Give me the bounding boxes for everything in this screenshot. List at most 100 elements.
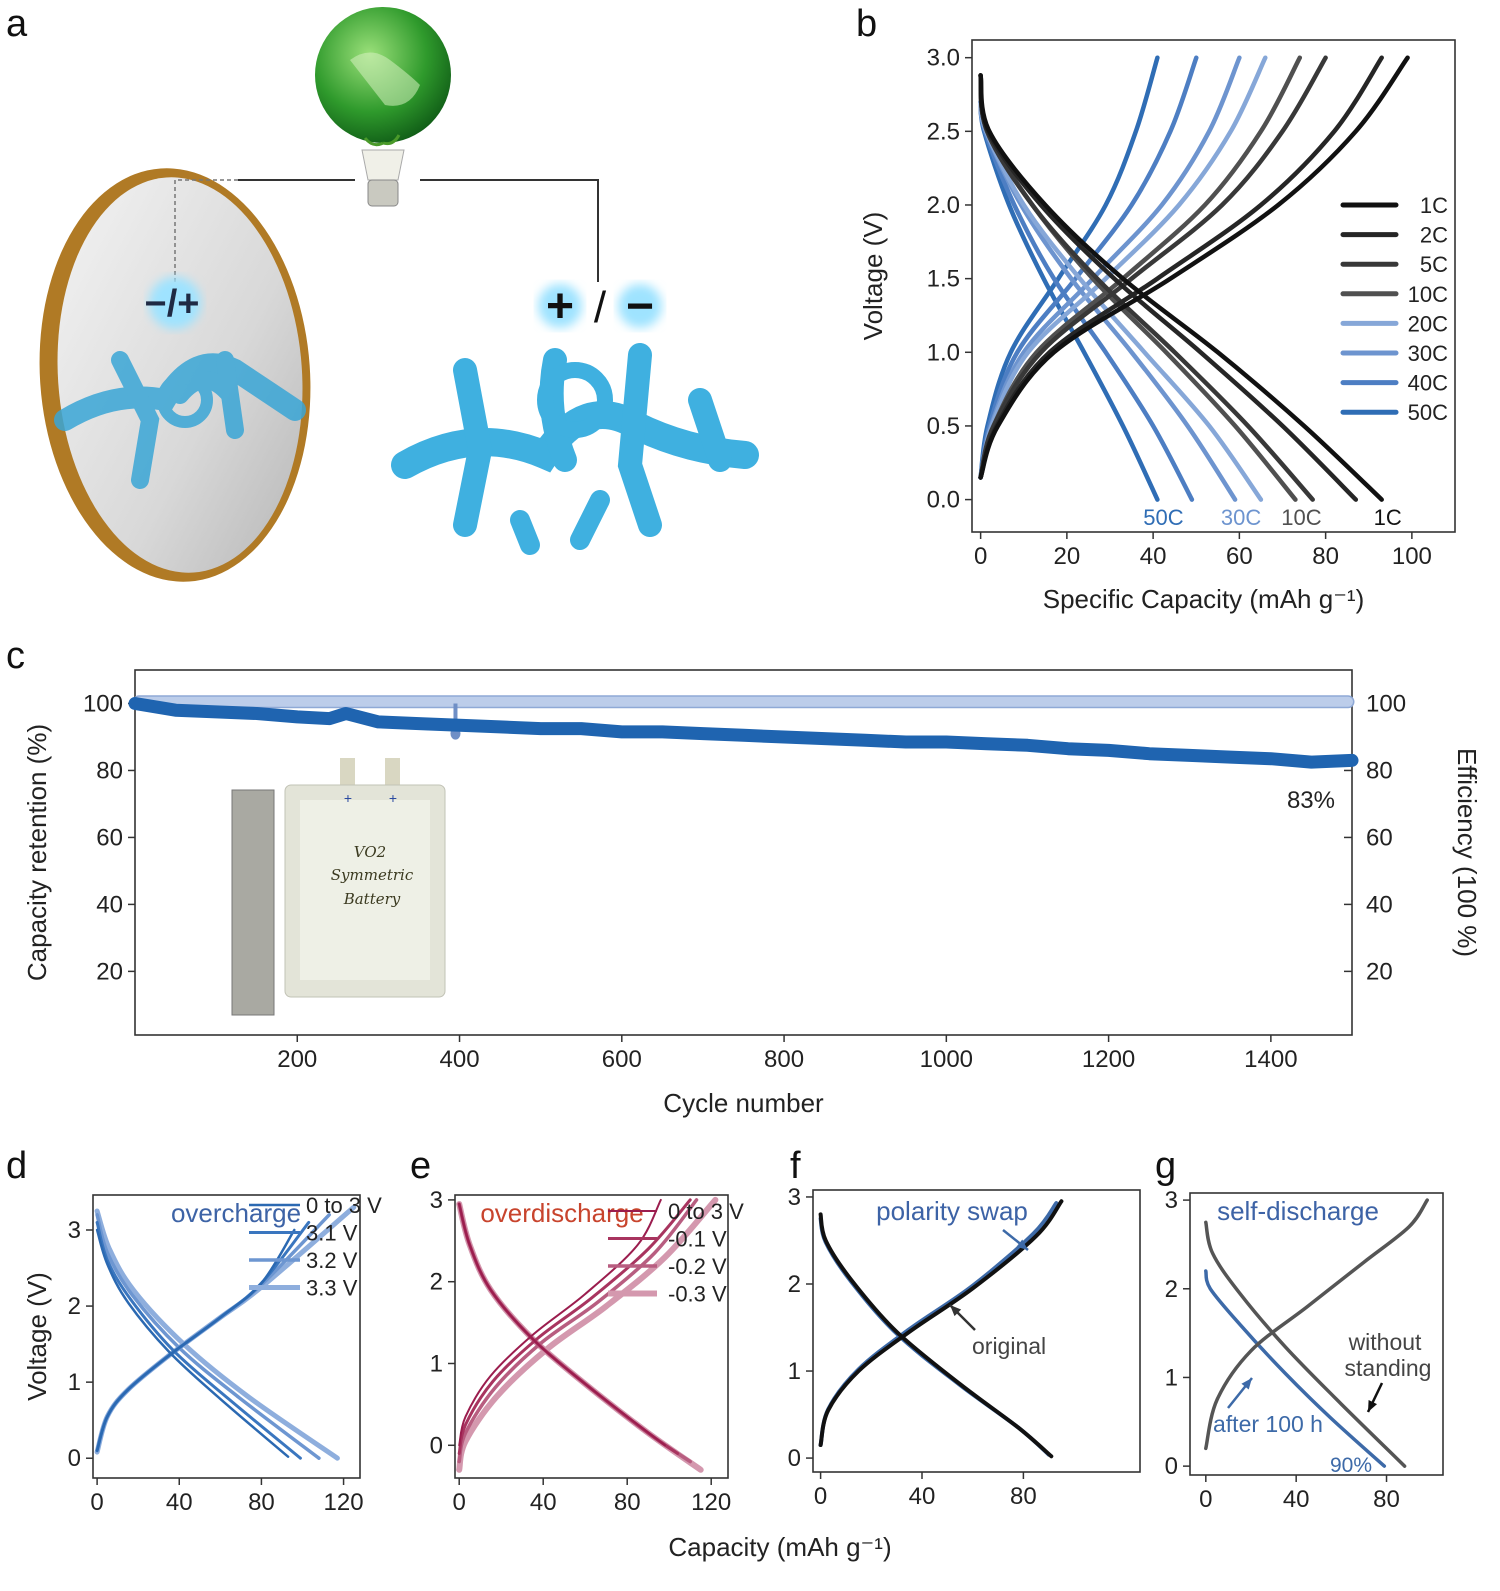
x-tick-label: 40 (909, 1483, 936, 1510)
wire-right (420, 179, 599, 282)
plot-frame-f (812, 1189, 1141, 1473)
y-tick-label: 3.0 (927, 45, 960, 72)
y-tick-label: 80 (96, 757, 123, 784)
discharge-curve-3.2-V (95, 1213, 321, 1460)
axes-b: 0 20 40 60 80 100 0.0 0.5 1.0 1.5 2.0 2.5 3.0 Specifi… (858, 39, 1456, 614)
photo-text-battery: Battery (343, 890, 401, 908)
legend-label-30C: 30C (1408, 341, 1448, 366)
y-tick-label: 1 (1165, 1364, 1178, 1391)
porous-structure-reflection (54, 351, 306, 489)
right-y-tick-label: 40 (1366, 891, 1393, 918)
ruler (231, 789, 275, 1016)
mirror-polarity-sign: −/+ (145, 283, 200, 325)
x-tick-label: 0 (453, 1489, 466, 1516)
charge-curve-3.2-V (95, 1213, 331, 1453)
porous-structure (391, 343, 759, 555)
charge-curve-polarity-swap (818, 1201, 1059, 1447)
tab-label-left: + (344, 790, 352, 806)
charge-curve--0.1-V (457, 1198, 692, 1455)
axes-f: 0 40 80 0 1 2 3 polarity swap original (788, 1184, 1141, 1510)
light-bulb-icon (361, 149, 405, 181)
sprout-icon (363, 134, 401, 147)
slash-sign: / (594, 283, 607, 332)
y-tick-label: 1.5 (927, 266, 960, 293)
discharge-curve-0-to-3-V (95, 1228, 290, 1458)
charge-curve--0.2-V (457, 1198, 699, 1464)
panel-letter-c: c (6, 635, 25, 677)
y-tick-label: 2.5 (927, 118, 960, 145)
y-axis-label-left: Capacity retention (%) (22, 724, 52, 981)
x-tick-label: 1000 (920, 1046, 973, 1073)
glow (538, 284, 582, 328)
y-tick-label: 3 (788, 1184, 801, 1211)
y-axis-label: Voltage (V) (858, 212, 888, 341)
curve-label-50C: 50C (1143, 505, 1183, 530)
x-tick-label: 40 (1140, 543, 1167, 570)
panel-letter-b: b (856, 3, 877, 45)
panel-title-g: self-discharge (1217, 1196, 1379, 1226)
y-tick-label: 0 (68, 1445, 81, 1472)
right-y-tick-label: 60 (1366, 824, 1393, 851)
retention-annotation: 83% (1287, 787, 1335, 814)
y-axis-label-right: Efficiency (100 %) (1452, 748, 1482, 957)
glow (149, 277, 201, 329)
panel-letter-g: g (1155, 1145, 1176, 1187)
legend-label-40C: 40C (1408, 371, 1448, 396)
capacity-retention-series (128, 697, 1359, 769)
photo-text-symmetric: Symmetric (331, 866, 414, 884)
x-tick-label: 100 (1392, 543, 1432, 570)
legend-label: 0 to 3 V (306, 1193, 382, 1218)
charge-curve-original (818, 1199, 1064, 1447)
y-tick-label: 3 (430, 1187, 443, 1214)
legend-label-50C: 50C (1408, 400, 1448, 425)
right-y-tick-label: 80 (1366, 757, 1393, 784)
y-tick-label: 20 (96, 958, 123, 985)
x-tick-label: 40 (166, 1489, 193, 1516)
battery-tab-right (385, 758, 400, 792)
legend-label: 3.2 V (306, 1248, 358, 1273)
minus-sign: − (626, 280, 654, 333)
curve-label-30C: 30C (1221, 505, 1261, 530)
charge-curve-5C (978, 55, 1328, 480)
x-tick-label: 200 (277, 1046, 317, 1073)
y-tick-label: 2.0 (927, 192, 960, 219)
x-tick-label: 80 (1373, 1486, 1400, 1513)
x-tick-label: 80 (1010, 1483, 1037, 1510)
after-100h-arrow-head (1241, 1378, 1252, 1390)
y-tick-label: 40 (96, 891, 123, 918)
legend-label-20C: 20C (1408, 311, 1448, 336)
legend-label-10C: 10C (1408, 282, 1448, 307)
pouch-window (300, 800, 430, 980)
y-tick-label: 2 (1165, 1276, 1178, 1303)
x-axis-label: Cycle number (663, 1088, 824, 1118)
plus-sign: + (546, 280, 574, 333)
shared-x-axis-label: Capacity (mAh g⁻¹) (668, 1532, 891, 1562)
legend-label: -0.2 V (668, 1254, 727, 1279)
discharge-curve-30C (978, 99, 1238, 502)
discharge-curve-0-to-3-V (458, 1203, 666, 1447)
y-tick-label: 100 (83, 690, 123, 717)
panel-letter-a: a (6, 3, 28, 45)
x-tick-label: 800 (764, 1046, 804, 1073)
tab-label-right: + (389, 790, 397, 806)
panel-title-f: polarity swap (876, 1196, 1028, 1226)
y-tick-label: 0 (430, 1432, 443, 1459)
retention-90-label: 90% (1330, 1454, 1372, 1477)
x-tick-label: 20 (1054, 543, 1081, 570)
without-standing-label-line1: without (1348, 1329, 1422, 1355)
after-100h-label: after 100 h (1213, 1411, 1323, 1437)
y-tick-label: 3 (68, 1217, 81, 1244)
x-tick-label: 40 (1283, 1486, 1310, 1513)
y-tick-label: 0.0 (927, 487, 960, 514)
legend-label: -0.1 V (668, 1227, 727, 1252)
plot-frame-e (454, 1194, 729, 1479)
x-tick-label: 60 (1226, 543, 1253, 570)
without-standing-label-line2: standing (1345, 1355, 1432, 1381)
curve-label-1C: 1C (1374, 505, 1402, 530)
legend-label: 0 to 3 V (668, 1199, 744, 1224)
x-tick-label: 0 (974, 543, 987, 570)
x-tick-label: 40 (530, 1489, 557, 1516)
battery-tab-left (340, 758, 355, 792)
x-tick-label: 80 (614, 1489, 641, 1516)
